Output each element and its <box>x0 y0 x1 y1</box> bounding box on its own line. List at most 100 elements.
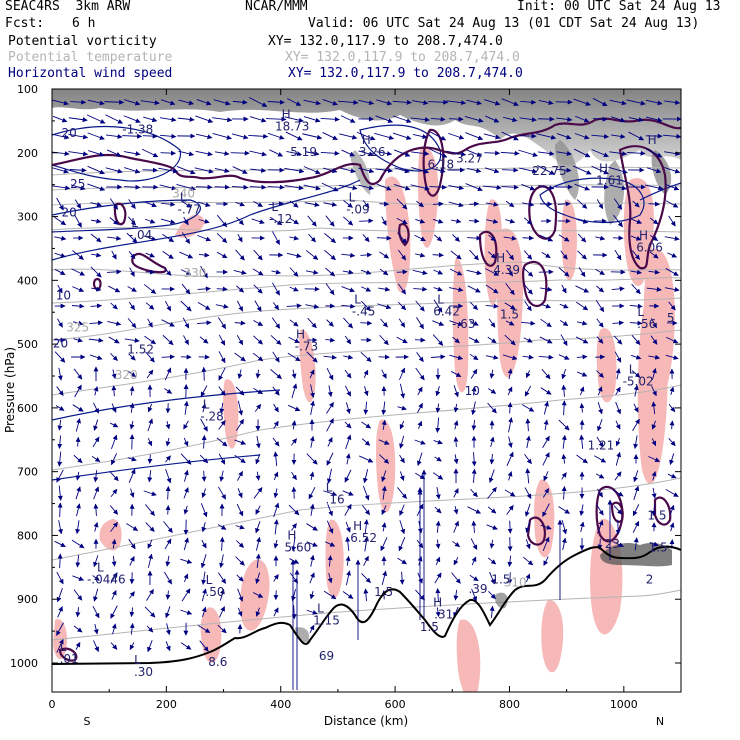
wind-vector <box>665 183 680 191</box>
wind-vector <box>410 117 430 123</box>
wind-vector <box>453 420 459 430</box>
wind-vector <box>236 574 244 582</box>
wind-vector <box>522 556 534 566</box>
wind-vector <box>651 487 657 499</box>
wind-vector <box>651 368 657 380</box>
wind-vector <box>507 436 513 448</box>
wind-vector <box>525 435 531 449</box>
wind-vector <box>630 235 642 241</box>
wind-vector <box>309 624 315 633</box>
wind-vector <box>73 454 83 464</box>
wind-vector <box>449 354 464 361</box>
wind-vector <box>453 385 459 398</box>
wind-vector <box>76 503 81 517</box>
wind-vector <box>179 251 194 259</box>
wind-vector <box>90 218 102 224</box>
wind-vector <box>612 489 624 497</box>
extremum-value: 1.5 <box>647 509 666 523</box>
wind-vector <box>322 132 338 140</box>
extremum-mark: L <box>637 305 644 319</box>
wind-vector <box>576 320 588 326</box>
wind-vector <box>163 571 173 585</box>
wind-vector <box>303 184 321 191</box>
wind-vector <box>668 301 676 311</box>
wind-vector <box>289 267 299 277</box>
wind-vector <box>378 439 390 445</box>
wind-vector <box>147 553 153 568</box>
wind-vector <box>519 117 537 123</box>
wind-vector <box>289 217 299 225</box>
wind-vector <box>523 250 533 260</box>
wind-vector <box>255 505 261 515</box>
wind-vector <box>309 471 315 481</box>
wind-vector <box>267 132 285 140</box>
wind-vector <box>57 419 63 431</box>
wind-vector <box>522 201 535 207</box>
wind-vector <box>576 301 589 311</box>
wind-vector <box>147 318 153 328</box>
wind-vector <box>561 486 567 500</box>
wind-vector <box>92 436 100 448</box>
wind-vector <box>651 471 657 481</box>
extremum-mark: H <box>599 162 608 176</box>
wind-vector <box>286 151 303 157</box>
wind-vector <box>72 250 84 260</box>
wind-vector <box>109 470 119 482</box>
wind-vector <box>109 505 119 515</box>
wind-vector <box>164 367 172 381</box>
wind-vector <box>561 384 567 397</box>
wind-vector <box>345 521 351 533</box>
wind-vector <box>561 453 567 464</box>
wind-vector <box>630 269 642 275</box>
wind-vector <box>503 235 517 241</box>
wind-vector <box>162 251 174 259</box>
wind-vector <box>273 519 279 535</box>
wind-vector <box>668 438 676 447</box>
wind-vector <box>358 167 375 174</box>
wind-vector <box>219 588 225 601</box>
x-tick-label: 400 <box>270 698 291 711</box>
wind-vector <box>358 184 375 191</box>
wind-vector <box>376 99 393 106</box>
wind-vector <box>487 506 497 514</box>
wind-vector <box>572 165 592 175</box>
wind-vector <box>633 470 639 483</box>
wind-vector <box>57 485 63 501</box>
wind-vector <box>289 286 299 292</box>
wind-vector <box>218 386 226 396</box>
extremum-mark: H <box>282 107 291 121</box>
wind-vector <box>52 99 69 106</box>
wind-vector <box>381 485 387 500</box>
wind-vector <box>165 623 171 636</box>
wind-vector <box>507 572 513 585</box>
wind-vector <box>633 435 639 449</box>
forecast-label: Fcst: <box>5 16 45 31</box>
wind-vector <box>268 201 284 207</box>
wind-vector <box>165 468 172 484</box>
wind-vector <box>650 235 659 241</box>
wind-vector <box>341 149 355 157</box>
wind-vector <box>86 114 106 124</box>
wind-vector <box>469 353 479 361</box>
wind-vector <box>537 116 555 122</box>
wind-vector <box>88 150 105 157</box>
wind-vector <box>646 286 662 292</box>
wind-vector <box>557 201 571 207</box>
theta-contour-label: 310 <box>504 575 527 589</box>
wind-vector <box>375 168 393 173</box>
wind-vector <box>647 167 662 174</box>
wind-vector <box>591 165 609 175</box>
wind-vector <box>558 267 570 277</box>
wind-vector <box>75 418 81 432</box>
wind-vector <box>306 453 318 465</box>
wind-vector <box>93 386 99 396</box>
wind-vector <box>596 199 604 210</box>
wind-vector <box>255 369 261 379</box>
wind-vector <box>379 454 390 464</box>
wind-vector <box>110 605 118 619</box>
wind-vector <box>556 133 572 140</box>
wind-vector <box>392 132 412 140</box>
wind-vector <box>470 538 478 551</box>
wind-vector <box>212 132 232 140</box>
wind-vector <box>123 99 141 106</box>
